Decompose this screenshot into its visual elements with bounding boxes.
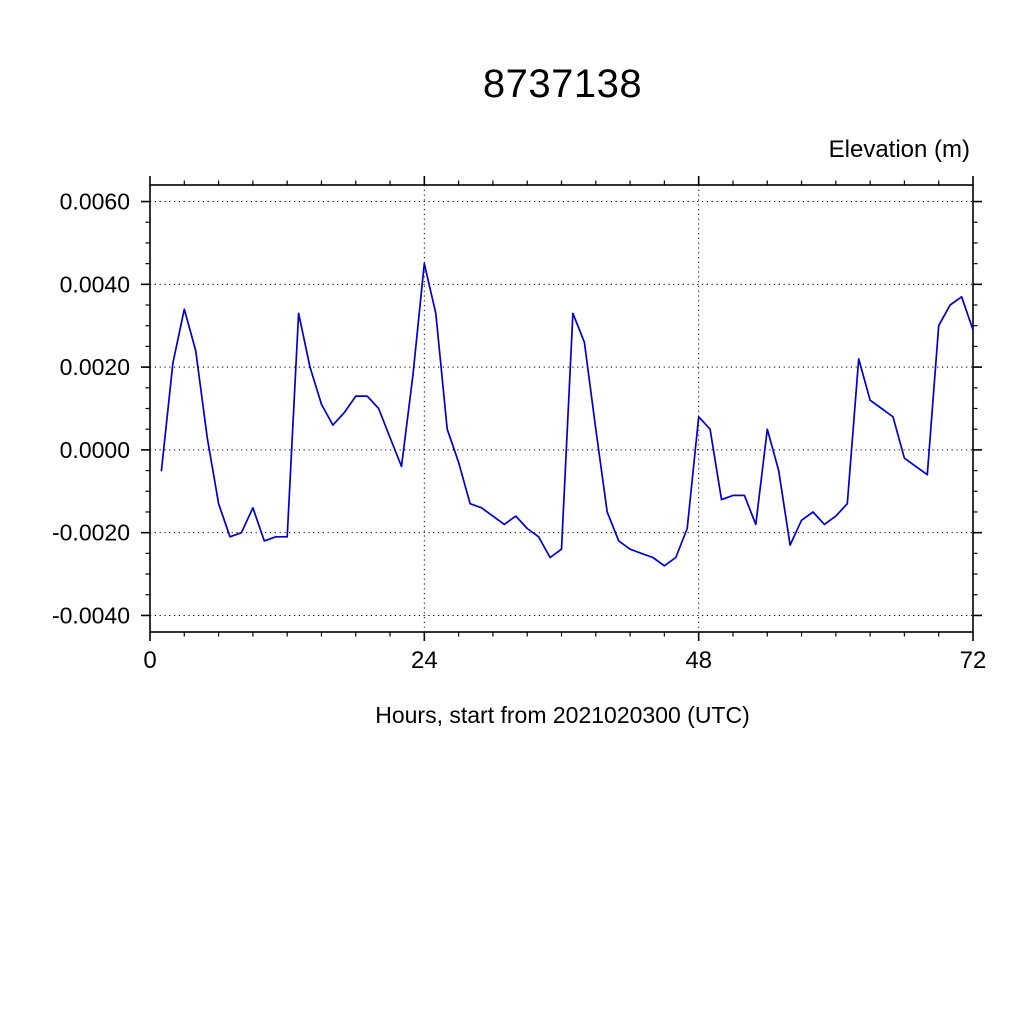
y-tick-label: -0.0020 <box>52 520 130 546</box>
y-tick-label: -0.0040 <box>52 602 130 628</box>
y-axis-title: Elevation (m) <box>828 136 970 163</box>
x-tick-label: 24 <box>411 647 438 674</box>
y-tick-label: 0.0020 <box>60 354 130 380</box>
y-tick-label: 0.0040 <box>60 271 130 297</box>
x-axis-title: Hours, start from 2021020300 (UTC) <box>375 702 750 728</box>
x-tick-label: 0 <box>143 647 156 674</box>
elevation-series-line <box>160 262 974 567</box>
chart-title: 8737138 <box>482 62 643 106</box>
plot-frame <box>149 184 974 633</box>
y-tick-label: 0.0060 <box>60 189 130 215</box>
x-tick-label: 48 <box>685 647 712 674</box>
y-tick-label: 0.0000 <box>60 437 130 463</box>
x-tick-label: 72 <box>960 647 987 674</box>
